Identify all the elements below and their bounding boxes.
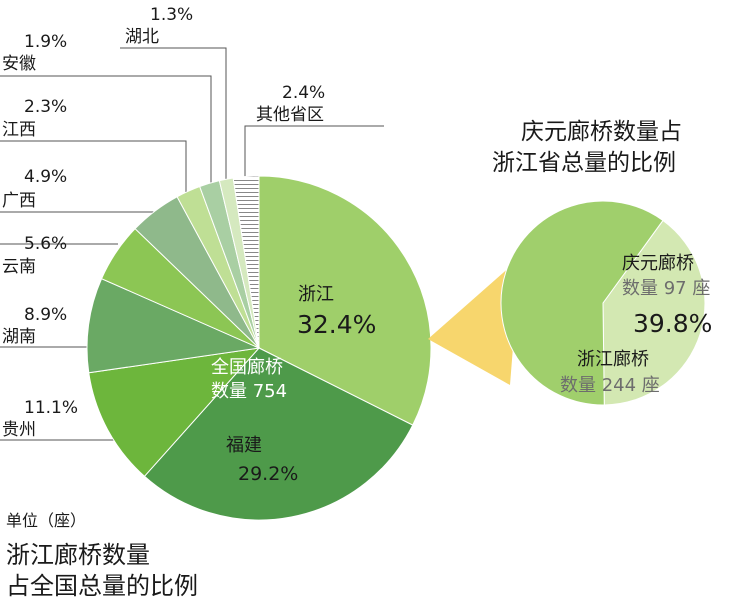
main-pie (86, 175, 432, 521)
qingyuan-pie (500, 200, 706, 406)
pie-slice-庆元廊桥 (602, 219, 706, 406)
leader-line-jiangxi (0, 140, 187, 198)
label-hunan-pct: 8.9% (24, 305, 67, 325)
main-title-line2: 占全国总量的比例 (6, 572, 198, 600)
pie-slice-湖南 (86, 278, 261, 374)
leader-line-other (244, 125, 384, 200)
leader-line-hubei (120, 47, 227, 185)
main-title-line1: 浙江廊桥数量 (6, 541, 150, 569)
label-hunan-name: 湖南 (2, 327, 36, 347)
label-guizhou-name: 贵州 (2, 420, 36, 440)
right-title-line1: 庆元廊桥数量占 (521, 119, 682, 145)
leader-line-anhui (0, 75, 212, 188)
label-other-name: 其他省区 (256, 105, 324, 125)
pie-slice-其他省区 (232, 175, 260, 349)
pie-slice-浙江廊桥 (500, 200, 664, 406)
unit-label: 单位（座） (6, 511, 86, 530)
pie-slice-贵州 (88, 347, 261, 478)
label-other-pct: 2.4% (282, 83, 325, 103)
label-qingyuan-name: 庆元廊桥 (622, 253, 694, 274)
label-zhejiang-name: 浙江 (298, 284, 334, 305)
label-guangxi-name: 广西 (2, 191, 36, 211)
zoom-connector (428, 258, 520, 385)
label-qingyuan-pct: 39.8% (633, 309, 712, 338)
label-qingyuan-count: 数量 97 座 (622, 278, 710, 299)
label-anhui-pct: 1.9% (24, 32, 67, 52)
label-zhejiang-bridges-name: 浙江廊桥 (577, 349, 649, 370)
label-fujian-pct: 29.2% (238, 463, 298, 485)
pie-slice-福建 (143, 347, 414, 521)
pie-slice-浙江 (258, 175, 432, 426)
label-jiangxi-pct: 2.3% (24, 97, 67, 117)
label-zhejiang-pct: 32.4% (297, 310, 376, 339)
right-title-line2: 浙江省总量的比例 (492, 150, 676, 176)
label-yunnan-pct: 5.6% (24, 234, 67, 254)
label-guangxi-pct: 4.9% (24, 167, 67, 187)
label-yunnan-name: 云南 (2, 257, 36, 277)
center-label-line1: 全国廊桥 (211, 357, 283, 378)
label-zhejiang-bridges-count: 数量 244 座 (560, 375, 660, 396)
label-hubei-name: 湖北 (125, 27, 159, 47)
label-anhui-name: 安徽 (2, 54, 36, 74)
label-hubei-pct: 1.3% (150, 5, 193, 25)
label-jiangxi-name: 江西 (2, 120, 36, 140)
center-label-line2: 数量 754 (211, 381, 287, 402)
label-fujian-name: 福建 (226, 435, 262, 456)
label-guizhou-pct: 11.1% (24, 398, 78, 418)
